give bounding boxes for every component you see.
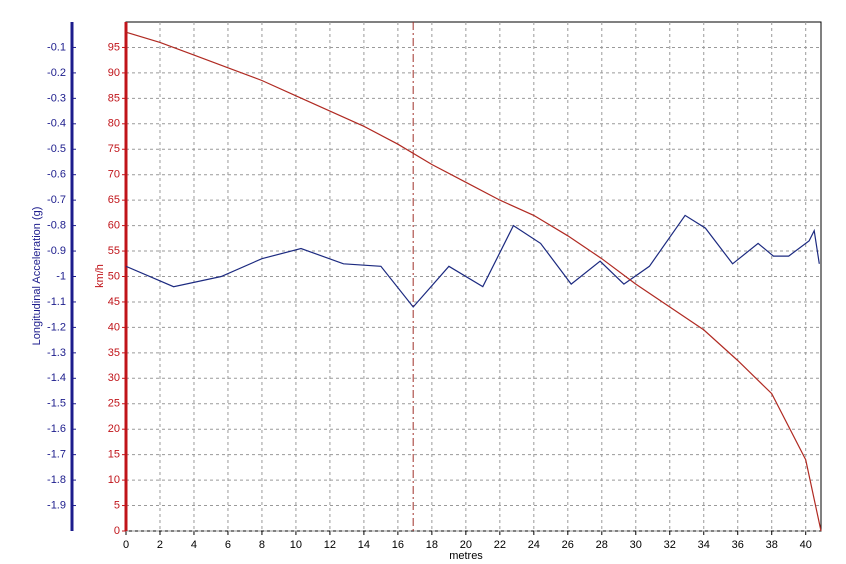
y2-tick-label: 0 xyxy=(114,525,120,537)
y-tick-label: -0.5 xyxy=(47,143,66,155)
y2-tick-label: 20 xyxy=(108,423,120,435)
x-axis-label: metres xyxy=(449,550,483,562)
x-tick-label: 24 xyxy=(528,539,540,551)
x-tick-label: 20 xyxy=(460,539,472,551)
y-tick-label: -1.4 xyxy=(47,372,66,384)
y-tick-label: -0.7 xyxy=(47,194,66,206)
y-tick-label: -1.7 xyxy=(47,449,66,461)
y2-tick-label: 5 xyxy=(114,499,120,511)
y-tick-label: -1.8 xyxy=(47,474,66,486)
y-tick-label: -1.1 xyxy=(47,296,66,308)
x-tick-label: 2 xyxy=(157,539,163,551)
y-tick-label: -1.5 xyxy=(47,398,66,410)
x-tick-label: 34 xyxy=(698,539,710,551)
y-tick-label: -1.9 xyxy=(47,499,66,511)
y2-tick-label: 45 xyxy=(108,296,120,308)
y2-tick-label: 30 xyxy=(108,372,120,384)
series-line xyxy=(125,31,822,532)
x-tick-label: 40 xyxy=(800,539,812,551)
y-tick-label: -0.3 xyxy=(47,92,66,104)
y-tick-label: -1 xyxy=(56,270,66,282)
x-tick-label: 6 xyxy=(225,539,231,551)
y2-tick-label: 80 xyxy=(108,118,120,130)
y2-tick-label: 40 xyxy=(108,321,120,333)
y2-tick-label: 90 xyxy=(108,67,120,79)
x-tick-label: 12 xyxy=(324,539,336,551)
y2-tick-label: 55 xyxy=(108,245,120,257)
x-tick-label: 38 xyxy=(766,539,778,551)
x-tick-label: 22 xyxy=(494,539,506,551)
y2-tick-label: 60 xyxy=(108,220,120,232)
x-tick-label: 4 xyxy=(191,539,197,551)
x-tick-label: 30 xyxy=(630,539,642,551)
y-axis-label: Longitudinal Acceleration (g) xyxy=(31,207,43,346)
y2-tick-label: 75 xyxy=(108,143,120,155)
y2-axis-label: km/h xyxy=(94,264,106,288)
y2-tick-label: 95 xyxy=(108,41,120,53)
y2-tick-label: 65 xyxy=(108,194,120,206)
x-tick-label: 18 xyxy=(426,539,438,551)
x-tick-label: 16 xyxy=(392,539,404,551)
y-tick-label: -0.2 xyxy=(47,67,66,79)
x-tick-label: 28 xyxy=(596,539,608,551)
y2-tick-label: 10 xyxy=(108,474,120,486)
y-tick-label: -0.4 xyxy=(47,118,66,130)
y-tick-label: -1.6 xyxy=(47,423,66,435)
y-tick-label: -0.1 xyxy=(47,41,66,53)
x-tick-label: 36 xyxy=(732,539,744,551)
y-tick-label: -0.8 xyxy=(47,220,66,232)
y2-tick-label: 50 xyxy=(108,270,120,282)
x-tick-label: 14 xyxy=(358,539,370,551)
y-tick-label: -1.2 xyxy=(47,321,66,333)
y2-tick-label: 15 xyxy=(108,449,120,461)
y2-tick-label: 35 xyxy=(108,347,120,359)
x-tick-label: 8 xyxy=(259,539,265,551)
x-tick-label: 10 xyxy=(290,539,302,551)
x-tick-label: 32 xyxy=(664,539,676,551)
x-tick-label: 0 xyxy=(123,539,129,551)
y2-tick-label: 25 xyxy=(108,398,120,410)
y-tick-label: -0.9 xyxy=(47,245,66,257)
series-line xyxy=(125,214,820,308)
x-tick-label: 26 xyxy=(562,539,574,551)
y2-tick-label: 70 xyxy=(108,169,120,181)
y-tick-label: -0.6 xyxy=(47,169,66,181)
y-tick-label: -1.3 xyxy=(47,347,66,359)
y2-tick-label: 85 xyxy=(108,92,120,104)
